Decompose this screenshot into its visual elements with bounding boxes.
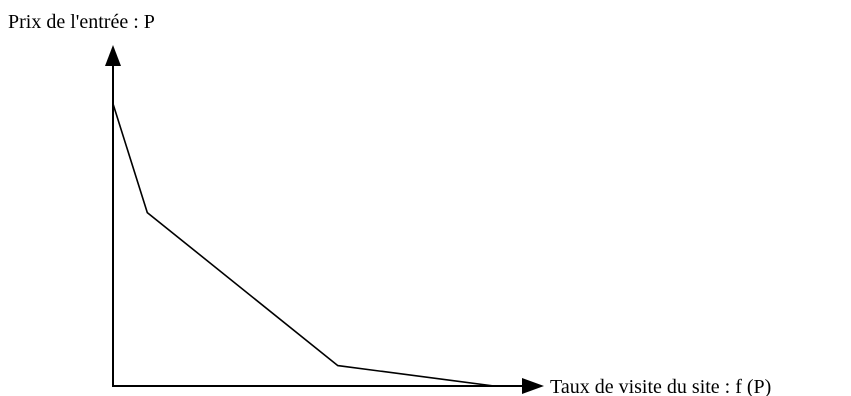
plot-area <box>112 103 495 387</box>
y-axis-arrow <box>105 45 121 66</box>
x-axis-arrow <box>522 378 544 394</box>
demand-curve-line <box>112 103 495 387</box>
y-axis-label: Prix de l'entrée : P <box>8 11 155 33</box>
x-axis-label: Taux de visite du site : f (P) <box>550 376 771 396</box>
